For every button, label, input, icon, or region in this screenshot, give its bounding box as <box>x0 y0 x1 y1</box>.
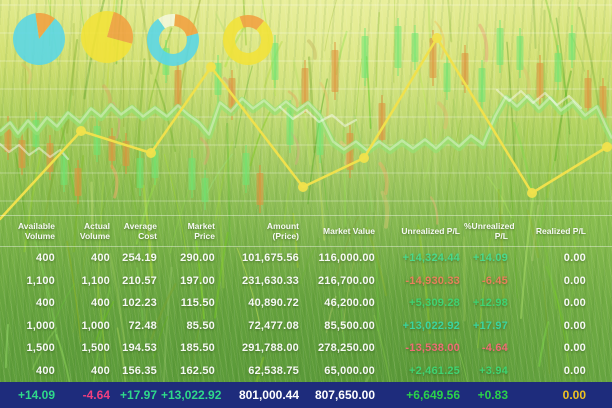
column-header: Realized P/L <box>535 226 586 236</box>
column-header: Amount (Price) <box>266 221 299 241</box>
table-cell: 0.00 <box>563 342 586 355</box>
table-cell: 400 <box>36 364 55 377</box>
table-cell: 101,675.56 <box>241 252 299 265</box>
white-highlight-line-b <box>278 105 358 128</box>
table-cell: 62,538.75 <box>248 364 299 377</box>
table-body: 400 400 254.19 290.00 101,675.56 116,000.00 +1… <box>0 247 612 382</box>
donut-chart-4 <box>222 14 273 65</box>
table-cell: 400 <box>91 297 110 310</box>
pie-chart-2 <box>81 10 133 64</box>
table-cell: 400 <box>91 252 110 265</box>
summary-value: +17.97 <box>119 388 157 402</box>
table-cell: 0.00 <box>563 364 586 377</box>
table-cell: +17.97 <box>472 319 508 332</box>
table-cell: 85.50 <box>186 319 215 332</box>
column-header: Market Value <box>323 226 375 236</box>
table-cell: -13,538.00 <box>405 342 460 355</box>
candlestick-chart <box>4 18 607 213</box>
column-header: Average Cost <box>123 221 157 241</box>
table-header-row: Available Volume Actual Volume Average Cost Ma… <box>0 215 612 247</box>
table-cell: +3.94 <box>479 364 508 377</box>
table-cell: 0.00 <box>563 274 586 287</box>
table-cell: +13,022.92 <box>402 319 460 332</box>
table-row: 400 400 254.19 290.00 101,675.56 116,000.00 +1… <box>0 247 612 270</box>
column-header: Actual Volume <box>79 221 110 241</box>
table-cell: +5,309.28 <box>408 297 460 310</box>
table-cell: -4.64 <box>481 342 508 355</box>
table-row: 1,500 1,500 194.53 185.50 291,788.00 278,250.… <box>0 337 612 360</box>
table-cell: 400 <box>91 364 110 377</box>
table-cell: 400 <box>36 252 55 265</box>
yellow-index-line <box>0 33 612 221</box>
green-price-line <box>0 93 612 156</box>
table-cell: 0.00 <box>563 297 586 310</box>
table-cell: 1,000 <box>81 319 110 332</box>
table-cell: +14,324.44 <box>402 252 460 265</box>
table-cell: -14,930.33 <box>405 274 460 287</box>
table-row: 400 400 156.35 162.50 62,538.75 65,000.00 +2,4… <box>0 360 612 383</box>
summary-bar: +14.09 -4.64 +17.97 +13,022.92 801,000.44 807… <box>0 382 612 408</box>
table-cell: 278,250.00 <box>317 342 375 355</box>
table-cell: 185.50 <box>180 342 215 355</box>
table-cell: 72,477.08 <box>248 319 299 332</box>
table-cell: 290.00 <box>180 252 215 265</box>
column-header: %Unrealized P/L <box>464 221 515 241</box>
table-cell: 0.00 <box>563 319 586 332</box>
table-cell: 216,700.00 <box>317 274 375 287</box>
table-cell: 400 <box>36 297 55 310</box>
table-cell: 65,000.00 <box>324 364 375 377</box>
line-charts <box>0 33 612 221</box>
table-cell: 1,500 <box>26 342 55 355</box>
table-cell: 40,890.72 <box>248 297 299 310</box>
table-cell: 194.53 <box>122 342 157 355</box>
table-cell: 72.48 <box>128 319 157 332</box>
table-cell: 1,500 <box>81 342 110 355</box>
table-cell: +14.09 <box>472 252 508 265</box>
table-cell: 1,100 <box>26 274 55 287</box>
donut-chart-3 <box>147 14 199 66</box>
table-cell: 1,100 <box>81 274 110 287</box>
holdings-table: Available Volume Actual Volume Average Cost Ma… <box>0 215 612 382</box>
table-cell: 46,200.00 <box>324 297 375 310</box>
table-cell: 85,500.00 <box>324 319 375 332</box>
column-header: Market Price <box>187 221 215 241</box>
summary-value: 807,650.00 <box>314 388 375 402</box>
summary-value: +13,022.92 <box>161 388 222 402</box>
white-highlight-line-a <box>0 142 70 161</box>
summary-value: -4.64 <box>82 388 110 402</box>
table-cell: +12.98 <box>472 297 508 310</box>
table-cell: 156.35 <box>122 364 157 377</box>
column-header: Unrealized P/L <box>401 226 460 236</box>
table-cell: 291,788.00 <box>241 342 299 355</box>
column-header: Available Volume <box>17 221 55 241</box>
table-row: 1,000 1,000 72.48 85.50 72,477.08 85,500.00 +1… <box>0 315 612 338</box>
summary-value: +6,649.56 <box>406 388 460 402</box>
table-cell: 231,630.33 <box>241 274 299 287</box>
summary-value: 801,000.44 <box>238 388 299 402</box>
table-row: 400 400 102.23 115.50 40,890.72 46,200.00 +5,3… <box>0 292 612 315</box>
table-cell: -6.45 <box>481 274 508 287</box>
summary-value: +14.09 <box>17 388 55 402</box>
table-cell: 115.50 <box>180 297 215 310</box>
summary-value: 0.00 <box>562 388 586 402</box>
table-cell: +2,461.25 <box>408 364 460 377</box>
table-cell: 210.57 <box>122 274 157 287</box>
table-cell: 116,000.00 <box>318 252 375 265</box>
table-cell: 197.00 <box>180 274 215 287</box>
table-cell: 1,000 <box>26 319 55 332</box>
white-highlight-line-c <box>495 88 583 110</box>
table-row: 1,100 1,100 210.57 197.00 231,630.33 216,700.… <box>0 270 612 293</box>
table-cell: 0.00 <box>563 252 586 265</box>
pie-chart-1 <box>13 13 66 66</box>
table-cell: 254.19 <box>122 252 157 265</box>
table-cell: 102.23 <box>122 297 157 310</box>
summary-value: +0.83 <box>477 388 508 402</box>
table-cell: 162.50 <box>180 364 215 377</box>
